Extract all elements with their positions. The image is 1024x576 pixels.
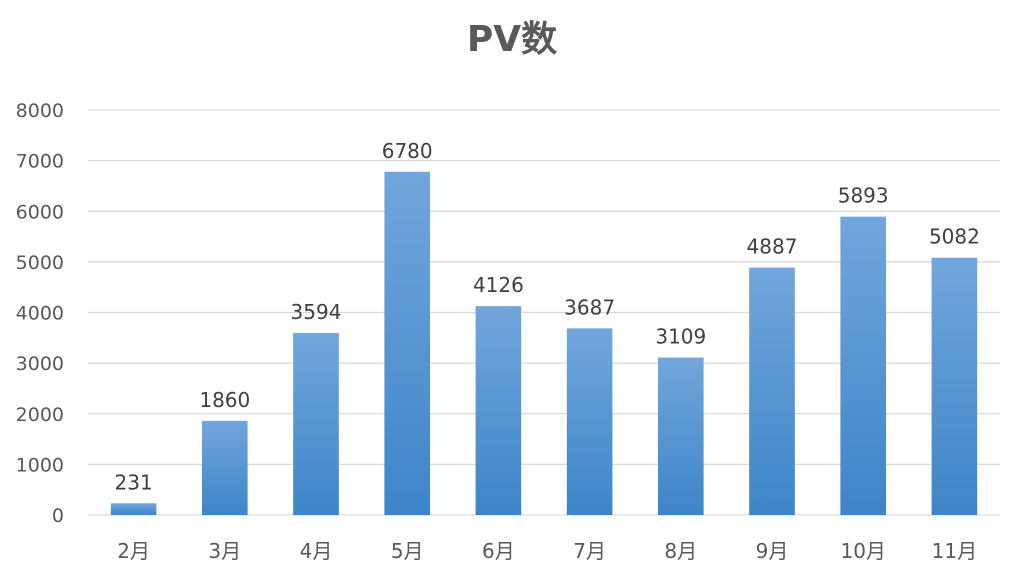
y-tick-label: 0: [52, 505, 64, 527]
data-label: 4887: [747, 235, 798, 259]
data-label: 3594: [291, 300, 342, 324]
x-tick-label: 4月: [300, 539, 333, 563]
bar-10月: [840, 216, 886, 515]
y-tick-label: 8000: [16, 100, 64, 122]
data-label: 231: [115, 470, 153, 494]
x-tick-label: 10月: [840, 539, 885, 563]
bars: [110, 171, 978, 515]
bar-3月: [202, 420, 248, 515]
x-tick-label: 5月: [391, 539, 424, 563]
bar-2月: [110, 503, 157, 515]
chart-title: PV数: [466, 19, 558, 60]
data-label: 6780: [382, 139, 433, 163]
x-tick-label: 6月: [482, 539, 515, 563]
y-tick-label: 1000: [16, 454, 64, 476]
x-tick-label: 3月: [208, 539, 241, 563]
bar-8月: [658, 357, 704, 515]
x-tick-label: 8月: [664, 539, 697, 563]
x-tick-label: 7月: [573, 539, 606, 563]
data-labels: 231 1860 3594 6780 4126 3687 3109 4887 5893 5082: [115, 139, 980, 495]
y-tick-label: 6000: [16, 201, 64, 223]
y-tick-label: 5000: [16, 252, 64, 274]
y-tick-label: 4000: [16, 303, 64, 325]
bar-5月: [384, 171, 430, 515]
x-tick-label: 9月: [756, 539, 789, 563]
x-tick-label: 11月: [932, 539, 977, 563]
bar-6月: [475, 306, 522, 515]
bar-11月: [931, 257, 978, 515]
data-label: 5893: [838, 184, 889, 208]
data-label: 5082: [929, 225, 980, 249]
data-label: 4126: [473, 273, 524, 297]
bar-9月: [749, 267, 795, 515]
x-axis-ticks: 2月 3月 4月 5月 6月 7月 8月 9月 10月 11月: [117, 539, 977, 563]
data-label: 3687: [564, 295, 615, 319]
data-label: 3109: [655, 325, 706, 349]
y-tick-label: 2000: [16, 404, 64, 426]
y-axis-ticks: 0 1000 2000 3000 4000 5000 6000 7000 8000: [16, 100, 64, 527]
x-tick-label: 2月: [117, 539, 150, 563]
data-label: 1860: [199, 388, 250, 412]
bar-4月: [293, 333, 339, 515]
y-tick-label: 3000: [16, 353, 64, 375]
y-tick-label: 7000: [16, 151, 64, 173]
bar-7月: [566, 328, 613, 515]
